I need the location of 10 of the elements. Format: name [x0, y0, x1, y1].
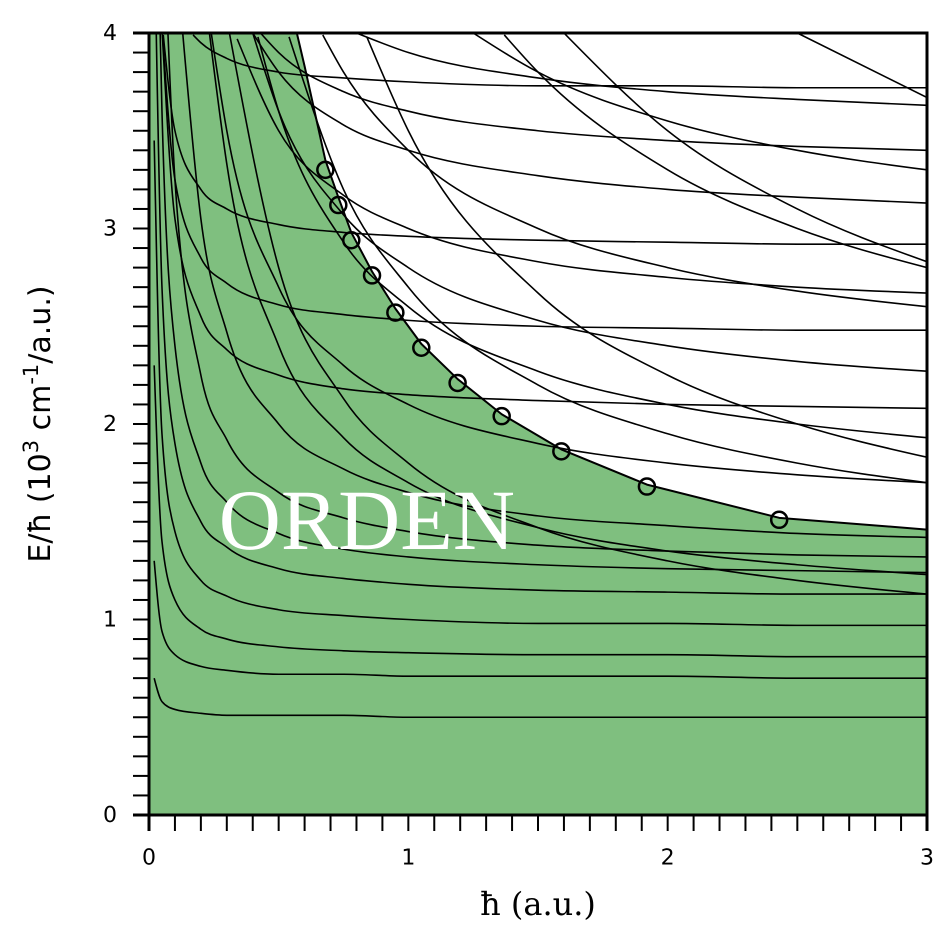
y-tick-label: 2: [103, 412, 117, 438]
x-tick-label: 1: [401, 846, 416, 871]
x-tick-label: 2: [660, 846, 675, 871]
x-tick-label: 3: [920, 846, 934, 871]
y-tick-label: 0: [103, 803, 117, 828]
y-tick-label: 3: [103, 216, 117, 242]
y-tick-label: 4: [103, 21, 117, 46]
x-axis-title: ħ (a.u.): [480, 885, 596, 923]
x-tick-label: 0: [142, 846, 156, 871]
y-tick-label: 1: [103, 608, 117, 633]
